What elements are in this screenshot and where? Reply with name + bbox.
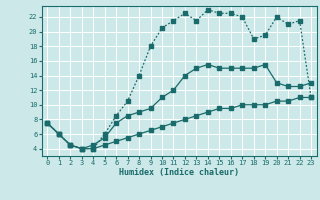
X-axis label: Humidex (Indice chaleur): Humidex (Indice chaleur) — [119, 168, 239, 177]
